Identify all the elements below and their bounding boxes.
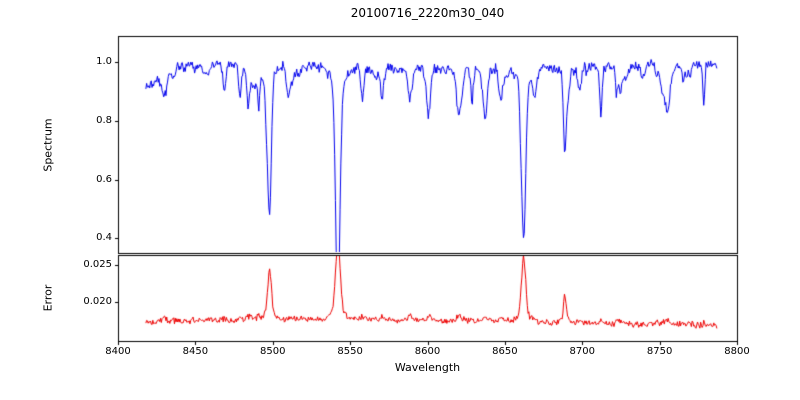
spectrum-y-tick-label: 0.4 — [96, 232, 112, 244]
x-tick-label: 8500 — [260, 346, 286, 357]
x-tick-label: 8700 — [569, 346, 595, 357]
spectrum-y-tick-label: 0.6 — [96, 173, 112, 185]
x-tick-label: 8600 — [414, 346, 441, 357]
x-tick-label: 8650 — [492, 346, 518, 357]
x-tick-label: 8400 — [105, 346, 131, 357]
x-tick-label: 8550 — [337, 346, 363, 357]
error-y-tick-label: 0.020 — [83, 295, 112, 307]
error-y-axis-label: Error — [41, 284, 55, 312]
x-tick-label: 8750 — [646, 346, 673, 357]
x-tick-label: 8800 — [724, 346, 750, 357]
spectrum-y-tick-label: 0.8 — [96, 115, 112, 127]
spectrum-y-axis-label: Spectrum — [41, 118, 55, 172]
x-axis-label: Wavelength — [394, 361, 461, 374]
error-y-tick-label: 0.025 — [83, 258, 112, 270]
spectrum-y-tick-label: 1.0 — [96, 56, 112, 68]
x-tick-label: 8450 — [182, 346, 209, 357]
chart-title: 20100716_2220m30_040 — [350, 6, 505, 20]
